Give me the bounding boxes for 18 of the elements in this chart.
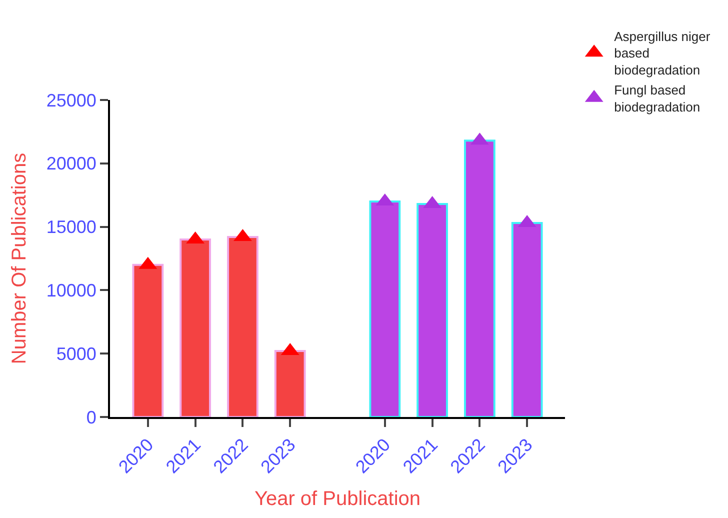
legend-label: Fungl based biodegradation bbox=[614, 82, 700, 114]
bar bbox=[132, 264, 164, 417]
bar bbox=[274, 350, 306, 417]
y-axis-title: Number Of Publications bbox=[8, 152, 30, 364]
y-tick-label: 20000 bbox=[46, 154, 96, 174]
legend-label: Aspergillus niger based biodegradation bbox=[614, 28, 711, 78]
bar bbox=[464, 140, 496, 417]
bar bbox=[180, 238, 212, 417]
y-tick-label: 0 bbox=[86, 407, 96, 428]
y-tick-label: 10000 bbox=[46, 280, 96, 300]
bar bbox=[511, 222, 543, 417]
bar bbox=[369, 200, 401, 417]
y-tick-label: 5000 bbox=[56, 344, 96, 364]
bar bbox=[416, 202, 448, 417]
y-tick-label: 25000 bbox=[46, 90, 96, 110]
x-axis-title: Year of Publication bbox=[254, 488, 421, 510]
bar bbox=[227, 236, 258, 417]
y-tick-label: 15000 bbox=[46, 217, 96, 238]
